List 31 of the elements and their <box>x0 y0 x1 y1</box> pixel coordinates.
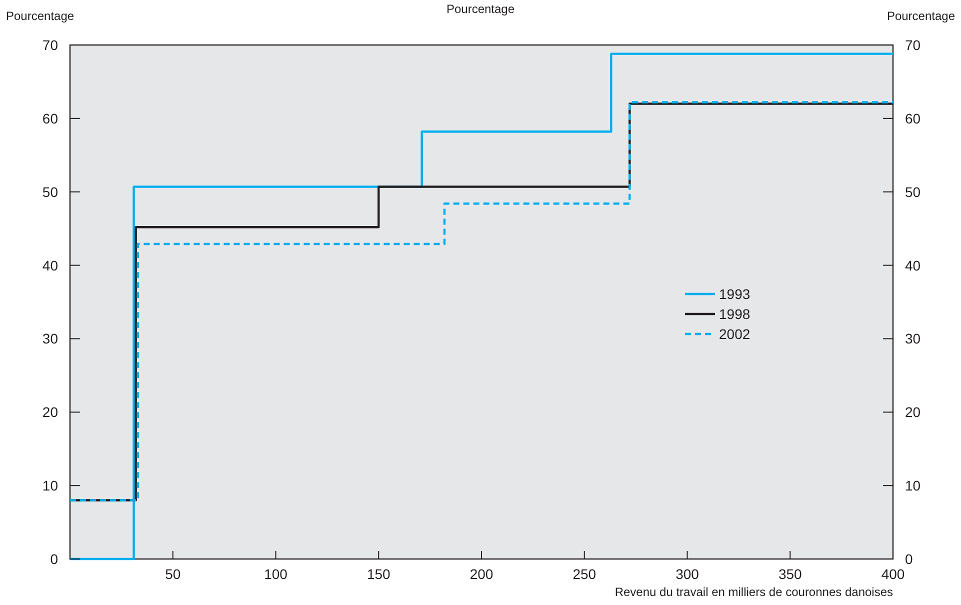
x-tick-label: 50 <box>165 566 181 582</box>
y-tick-label: 10 <box>42 478 58 494</box>
y2-tick-label: 30 <box>905 330 921 347</box>
legend-label: 1998 <box>719 306 750 322</box>
y2-tick-label: 40 <box>905 257 921 274</box>
y-tick-label: 60 <box>42 110 58 126</box>
y2-tick-label: 50 <box>905 184 921 200</box>
y-axis-title: Pourcentage <box>6 9 74 23</box>
y-tick-label: 40 <box>42 257 58 274</box>
y2-tick-label: 20 <box>905 404 921 420</box>
x-tick-label: 100 <box>264 566 288 582</box>
x-tick-label: 400 <box>881 566 905 582</box>
x-tick-label: 300 <box>676 566 700 582</box>
legend-label: 1993 <box>719 286 750 302</box>
y-tick-label: 20 <box>42 404 58 420</box>
x-tick-label: 250 <box>572 566 596 582</box>
x-axis-title: Revenu du travail en milliers de couronnes danoises <box>614 585 893 599</box>
x-tick-label: 350 <box>778 566 802 582</box>
y2-tick-label: 60 <box>905 110 921 126</box>
y2-tick-label: 70 <box>905 37 921 53</box>
x-tick-label: 150 <box>366 566 391 582</box>
y-tick-label: 70 <box>42 37 58 53</box>
y2-tick-label: 0 <box>905 551 913 567</box>
y-tick-label: 30 <box>42 330 58 347</box>
x-tick-label: 200 <box>470 566 494 582</box>
chart-title: Pourcentage <box>446 2 515 16</box>
y2-axis-title: Pourcentage <box>886 9 956 23</box>
y-tick-label: 0 <box>50 551 58 567</box>
y-tick-label: 50 <box>42 184 58 200</box>
legend-label: 2002 <box>719 326 750 342</box>
y2-tick-label: 10 <box>905 478 921 494</box>
